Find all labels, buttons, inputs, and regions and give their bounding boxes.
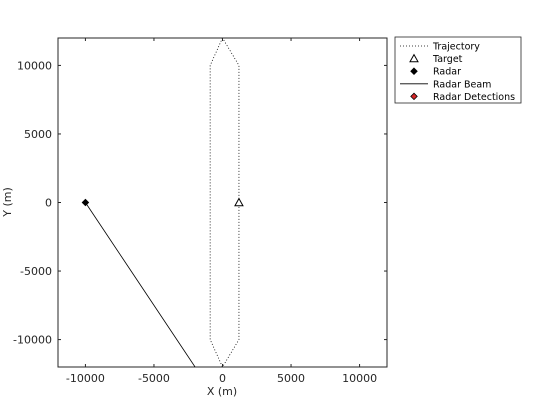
legend-label-radar-detections: Radar Detections — [433, 92, 515, 103]
legend-entry-radar-beam: Radar Beam — [400, 79, 491, 90]
legend-label-trajectory: Trajectory — [432, 42, 480, 53]
x-tick-label: 0 — [219, 372, 226, 385]
x-tick-label: -5000 — [138, 372, 170, 385]
x-axis-label: X (m) — [207, 385, 237, 398]
legend-label-radar-beam: Radar Beam — [433, 79, 491, 90]
plot-frame — [57, 37, 388, 368]
x-tick-label: 5000 — [277, 372, 305, 385]
target-marker — [234, 197, 244, 207]
tick-layer: -10000 -5000 0 5000 10000 -10000 -5000 0 5000 100… — [13, 38, 387, 385]
x-tick-label: -10000 — [66, 372, 105, 385]
series-layer — [81, 38, 244, 367]
plot-area: -10000 -5000 0 5000 10000 -10000 -5000 0 5000 100… — [13, 37, 388, 385]
y-axis-label: Y (m) — [1, 187, 14, 218]
legend-marker-radar — [410, 67, 418, 75]
y-tick-label: -5000 — [20, 265, 52, 278]
legend-entry-trajectory: Trajectory — [400, 42, 480, 53]
trajectory-line — [209, 38, 240, 367]
radar-beam-line — [85, 202, 196, 367]
legend-entry-radar-detections: Radar Detections — [410, 92, 515, 103]
legend-entry-radar: Radar — [410, 67, 461, 78]
y-tick-label: -10000 — [13, 334, 52, 347]
legend-label-target: Target — [432, 54, 463, 65]
y-tick-label: 5000 — [24, 128, 52, 141]
legend-label-radar: Radar — [433, 67, 461, 78]
x-tick-label: 10000 — [342, 372, 377, 385]
legend-marker-target — [409, 53, 419, 63]
legend-marker-radar-detections — [410, 92, 418, 101]
legend-entry-target: Target — [409, 53, 463, 65]
y-tick-label: 10000 — [17, 59, 52, 72]
y-tick-label: 0 — [45, 197, 52, 210]
